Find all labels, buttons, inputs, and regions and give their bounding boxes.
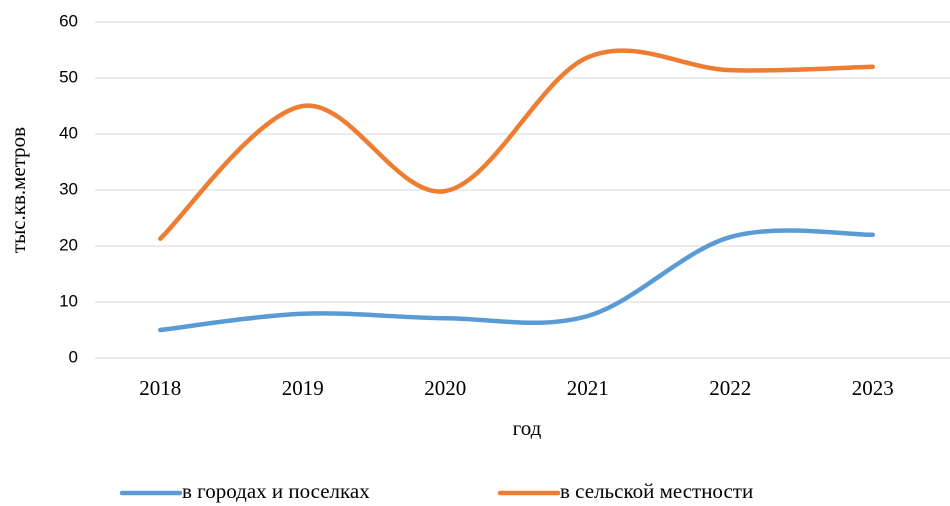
series-line — [158, 48, 875, 241]
legend-label: в сельской местности — [560, 479, 753, 503]
x-tick-label: 2023 — [852, 376, 894, 400]
y-tick-label: 40 — [59, 123, 78, 142]
x-axis-label: год — [513, 416, 542, 440]
x-tick-label: 2019 — [282, 376, 324, 400]
x-tick-label: 2021 — [567, 376, 609, 400]
y-tick-label: 50 — [59, 67, 78, 86]
x-tick-label: 2022 — [709, 376, 751, 400]
y-axis-label: тыс.кв.метров — [6, 127, 30, 253]
x-tick-label: 2018 — [139, 376, 181, 400]
y-tick-label: 30 — [59, 179, 78, 198]
y-tick-label: 10 — [59, 291, 78, 310]
x-tick-label: 2020 — [424, 376, 466, 400]
y-tick-label: 20 — [59, 235, 78, 254]
y-tick-label: 60 — [59, 11, 78, 30]
y-tick-label: 0 — [69, 347, 78, 366]
legend-label: в городах и поселках — [182, 479, 370, 503]
series-line — [158, 228, 875, 333]
